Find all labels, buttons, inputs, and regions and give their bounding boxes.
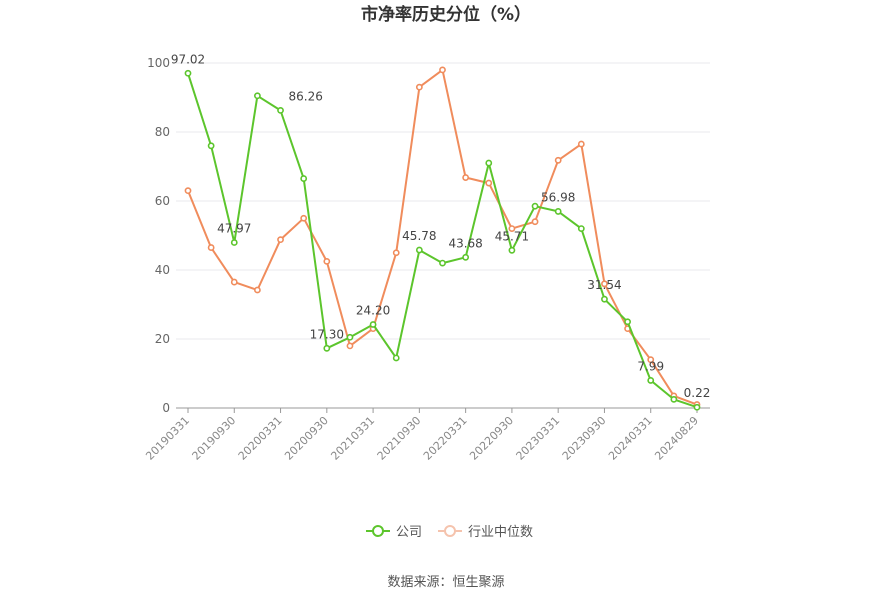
data-point[interactable] [346,342,354,350]
data-label: 45.71 [495,229,529,243]
data-point[interactable] [254,286,261,294]
data-label: 47.97 [217,222,251,236]
data-label: 56.98 [541,190,575,204]
data-label: 31.54 [587,278,621,292]
data-point[interactable] [485,179,493,187]
x-tick-label: 20200331 [236,414,285,463]
x-tick-label: 20230930 [560,414,609,463]
data-label: 45.78 [402,229,436,243]
data-point[interactable] [207,244,215,251]
data-label: 24.20 [356,304,390,318]
x-axis: 2019033120190930202003312020093020210331… [143,407,710,463]
y-tick-label: 20 [155,332,170,346]
data-point[interactable] [531,218,539,226]
legend-label: 行业中位数 [468,525,533,540]
data-point[interactable] [346,333,354,341]
data-point[interactable] [254,92,261,100]
x-tick-label: 20220930 [467,414,516,463]
y-tick-label: 80 [155,125,170,139]
y-tick-label: 40 [155,263,170,277]
data-point[interactable] [462,174,470,181]
data-point[interactable] [277,236,284,244]
data-point[interactable] [415,83,423,91]
data-label: 43.68 [448,236,482,250]
data-point[interactable] [277,107,284,114]
source-note: 数据来源：恒生聚源 [387,575,504,590]
data-point[interactable] [601,295,608,303]
x-tick-label: 20190331 [143,414,192,463]
data-point[interactable] [647,377,655,384]
data-point[interactable] [462,253,470,261]
data-point[interactable] [392,249,400,257]
data-point[interactable] [531,202,539,210]
data-point[interactable] [508,225,516,232]
data-point[interactable] [230,278,238,286]
data-point[interactable] [207,142,215,150]
data-point[interactable] [369,321,377,328]
data-label: 7.99 [637,359,664,373]
y-tick-label: 0 [162,401,170,415]
data-point[interactable] [624,318,631,326]
legend[interactable]: 公司 行业中位数 [366,525,533,540]
data-point[interactable] [647,356,655,364]
x-tick-label: 20240829 [652,414,701,463]
data-label: 17.30 [310,327,344,341]
series-line-0 [187,72,698,409]
data-point[interactable] [439,259,446,267]
data-label: 86.26 [289,89,323,103]
data-point[interactable] [323,344,331,352]
data-point[interactable] [554,208,562,215]
legend-label: 公司 [396,525,422,540]
data-point[interactable] [230,239,238,246]
data-point[interactable] [300,175,308,182]
series-lines [184,66,701,411]
data-point[interactable] [300,214,308,222]
y-tick-label: 60 [155,194,170,208]
data-point[interactable] [670,395,678,403]
grid-lines [176,62,710,340]
data-point[interactable] [577,225,585,232]
data-point[interactable] [554,156,562,164]
data-point[interactable] [693,403,701,411]
x-tick-label: 20210331 [328,414,377,463]
data-point[interactable] [184,69,192,77]
legend-item-0[interactable]: 公司 [366,525,422,540]
data-point[interactable] [392,354,400,362]
data-point[interactable] [601,280,608,288]
data-point[interactable] [485,159,493,167]
data-point[interactable] [323,257,331,265]
x-tick-label: 20220331 [421,414,470,463]
y-tick-label: 100 [147,56,170,70]
legend-swatch-marker [444,525,456,537]
chart-title: 市净率历史分位（%） [361,4,531,25]
x-tick-label: 20210930 [375,414,424,463]
legend-swatch-marker [372,525,384,537]
data-point[interactable] [577,140,585,148]
x-tick-label: 20190930 [190,414,239,463]
data-label: 0.22 [684,386,711,400]
x-tick-label: 20240331 [606,414,655,463]
y-axis-ticks: 0 20 40 60 80 100 [147,56,170,415]
x-tick-label: 20230331 [514,414,563,463]
x-tick-label: 20200930 [282,414,331,463]
data-label: 97.02 [171,52,205,66]
legend-item-1[interactable]: 行业中位数 [438,525,533,540]
data-point[interactable] [415,246,423,254]
data-point[interactable] [508,246,516,254]
series-line-1 [187,68,698,406]
data-point[interactable] [184,187,192,195]
data-labels: 97.02 47.97 86.26 17.30 24.20 45.78 43.68 45.71… [171,52,711,400]
data-point[interactable] [439,66,446,74]
